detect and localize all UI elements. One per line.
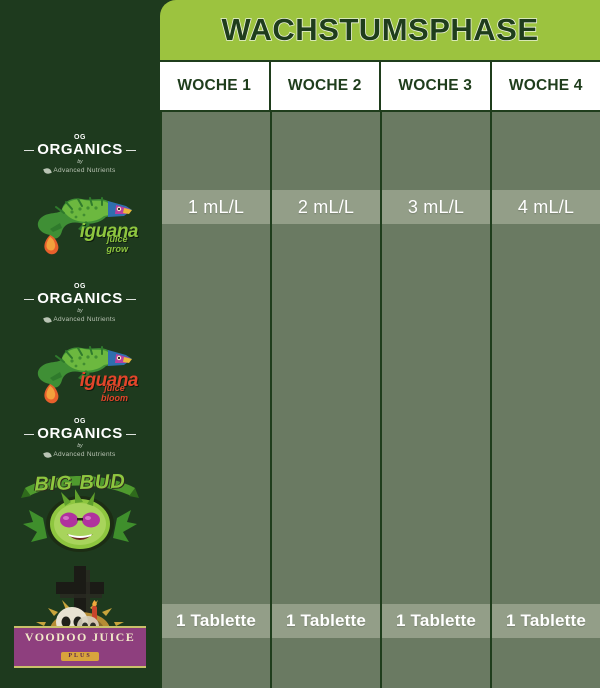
week-label: WOCHE 4 <box>508 77 583 94</box>
big-bud-name: BIG BUD <box>33 470 127 496</box>
schedule-table: WACHSTUMSPHASE WOCHE 1 WOCHE 2 WOCHE 3 W… <box>160 0 600 688</box>
leaf-icon <box>43 166 53 175</box>
logo-rule-right <box>125 433 137 435</box>
og-organics-logo: OG ORGANICS by Advanced Nutrients <box>24 418 137 459</box>
schedule-body: 1 mL/L 2 mL/L 3 mL/L 4 mL/L 1 Tablette <box>160 112 600 688</box>
dosage-value: 1 Tablette <box>395 611 477 630</box>
voodoo-juice-illustration: VOODOO JUICE PLUS <box>14 560 146 668</box>
table-cell: 1 Tablette <box>162 604 272 638</box>
table-cell: 1 Tablette <box>382 604 492 638</box>
og-text: OG <box>74 418 86 425</box>
og-text: OG <box>74 283 86 290</box>
product-voodoo-juice[interactable]: VOODOO JUICE PLUS <box>0 560 160 668</box>
iguana-sub-juice: juice <box>104 383 125 393</box>
table-cell: 2 mL/L <box>272 190 382 224</box>
table-cell: 1 Tablette <box>492 604 600 638</box>
by-text: by <box>77 159 83 165</box>
organics-row: ORGANICS <box>24 141 137 158</box>
iguana-sub-juice: juice <box>106 234 128 244</box>
dosage-value: 4 mL/L <box>517 196 575 217</box>
iguana-name: iguana <box>79 221 139 242</box>
voodoo-banner: VOODOO JUICE PLUS <box>14 626 146 668</box>
phase-header: WACHSTUMSPHASE <box>160 0 600 60</box>
week-label: WOCHE 3 <box>398 77 473 94</box>
organics-text: ORGANICS <box>37 290 123 307</box>
table-cell: 1 Tablette <box>272 604 382 638</box>
organics-text: ORGANICS <box>37 425 123 442</box>
week-header-row: WOCHE 1 WOCHE 2 WOCHE 3 WOCHE 4 <box>160 60 600 112</box>
by-text: by <box>77 443 83 449</box>
og-organics-logo: OG ORGANICS by Advanced Nutrients <box>24 283 137 324</box>
advanced-nutrients-text: Advanced Nutrients <box>43 166 116 175</box>
iguana-sub-variant: bloom <box>101 393 128 403</box>
page-title: WACHSTUMSPHASE <box>221 12 539 47</box>
logo-rule-right <box>125 149 137 151</box>
advanced-nutrients-label: Advanced Nutrients <box>53 451 116 458</box>
dosage-value: 1 mL/L <box>187 196 245 217</box>
voodoo-juice-name: VOODOO JUICE <box>24 630 136 644</box>
dosage-value: 3 mL/L <box>407 196 465 217</box>
iguana-sub-variant: grow <box>106 244 129 254</box>
table-row-tablet: 1 Tablette 1 Tablette 1 Tablette 1 Table… <box>162 604 600 638</box>
logo-rule-left <box>24 433 35 435</box>
big-bud-illustration: BIG BUD <box>15 462 145 554</box>
advanced-nutrients-label: Advanced Nutrients <box>53 316 116 323</box>
dosage-value: 1 Tablette <box>505 611 587 630</box>
product-big-bud[interactable]: OG ORGANICS by Advanced Nutrients <box>0 418 160 554</box>
iguana-illustration: iguana juice bloom <box>20 328 140 406</box>
table-cell: 3 mL/L <box>382 190 492 224</box>
table-cell: 1 mL/L <box>162 190 272 224</box>
og-organics-logo: OG ORGANICS by Advanced Nutrients <box>24 134 137 175</box>
product-sidebar: OG ORGANICS by Advanced Nutrients <box>0 0 160 688</box>
leaf-icon <box>43 315 53 324</box>
organics-text: ORGANICS <box>37 141 123 158</box>
iguana-svg <box>37 346 132 404</box>
iguana-subtitle: juice grow <box>107 234 129 254</box>
week-header-cell-2: WOCHE 2 <box>270 62 381 110</box>
iguana-subtitle: juice bloom <box>101 383 128 403</box>
week-label: WOCHE 1 <box>177 77 252 94</box>
product-iguana-juice-bloom[interactable]: OG ORGANICS by Advanced Nutrients <box>0 283 160 406</box>
iguana-illustration: iguana juice grow <box>20 179 140 257</box>
iguana-name: iguana <box>79 370 139 391</box>
week-header-cell-4: WOCHE 4 <box>491 62 600 110</box>
table-row-dosage: 1 mL/L 2 mL/L 3 mL/L 4 mL/L <box>162 190 600 224</box>
week-header-cell-3: WOCHE 3 <box>381 62 492 110</box>
logo-rule-right <box>125 298 137 300</box>
advanced-nutrients-label: Advanced Nutrients <box>53 167 116 174</box>
advanced-nutrients-text: Advanced Nutrients <box>43 315 116 324</box>
advanced-nutrients-text: Advanced Nutrients <box>43 450 116 459</box>
logo-rule-left <box>24 149 35 151</box>
dosage-value: 2 mL/L <box>297 196 355 217</box>
organics-row: ORGANICS <box>24 425 137 442</box>
big-bud-svg <box>21 476 139 552</box>
by-text: by <box>77 308 83 314</box>
logo-rule-left <box>24 298 35 300</box>
product-iguana-juice-grow[interactable]: OG ORGANICS by Advanced Nutrients <box>0 134 160 257</box>
dosage-value: 1 Tablette <box>175 611 257 630</box>
iguana-svg <box>37 197 132 255</box>
table-cell: 4 mL/L <box>492 190 600 224</box>
week-header-cell-1: WOCHE 1 <box>160 62 271 110</box>
organics-row: ORGANICS <box>24 290 137 307</box>
week-label: WOCHE 2 <box>287 77 362 94</box>
og-text: OG <box>74 134 86 141</box>
voodoo-plus-badge: PLUS <box>61 652 99 661</box>
leaf-icon <box>43 450 53 459</box>
dosage-value: 1 Tablette <box>285 611 367 630</box>
